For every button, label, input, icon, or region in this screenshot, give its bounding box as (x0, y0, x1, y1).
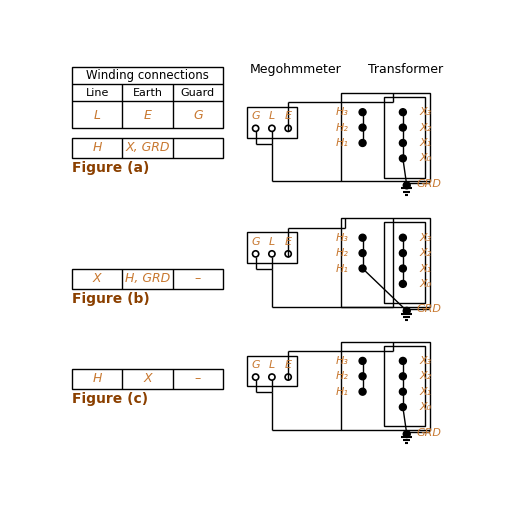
Text: Guard: Guard (181, 88, 215, 98)
Text: E: E (285, 236, 292, 246)
Text: X₃: X₃ (420, 356, 432, 366)
Circle shape (359, 124, 366, 131)
Circle shape (399, 139, 407, 146)
Text: Figure (a): Figure (a) (72, 162, 149, 175)
Circle shape (399, 124, 407, 131)
Bar (72, 137, 223, 158)
Bar (341, 342, 430, 430)
Text: H, GRD: H, GRD (125, 272, 170, 285)
Text: X: X (93, 272, 102, 285)
Text: H₂: H₂ (336, 123, 349, 133)
Text: GRD: GRD (416, 428, 441, 437)
Bar (247, 232, 298, 263)
Circle shape (399, 388, 407, 395)
Text: H₃: H₃ (336, 356, 349, 366)
Text: GRD: GRD (416, 305, 441, 314)
Bar (383, 97, 426, 178)
Circle shape (403, 182, 410, 189)
Text: E: E (285, 111, 292, 121)
Text: X, GRD: X, GRD (125, 141, 170, 154)
Text: H₂: H₂ (336, 371, 349, 381)
Text: Earth: Earth (133, 88, 163, 98)
Circle shape (399, 358, 407, 365)
Text: X₁: X₁ (420, 387, 432, 397)
Text: Figure (b): Figure (b) (72, 292, 150, 307)
Text: L: L (269, 360, 275, 370)
Circle shape (359, 139, 366, 146)
Circle shape (403, 308, 410, 314)
Text: X₀: X₀ (420, 154, 432, 164)
Text: G: G (251, 111, 260, 121)
Text: E: E (144, 109, 151, 122)
Text: X₁: X₁ (420, 264, 432, 274)
Text: E: E (285, 360, 292, 370)
Text: Megohmmeter: Megohmmeter (249, 63, 341, 76)
Bar (383, 345, 426, 426)
Text: Winding connections: Winding connections (86, 70, 209, 82)
Text: G: G (251, 360, 260, 370)
Bar (72, 67, 223, 128)
Circle shape (399, 109, 407, 116)
Text: X₂: X₂ (420, 248, 432, 258)
Circle shape (359, 265, 366, 272)
Circle shape (359, 109, 366, 116)
Circle shape (359, 388, 366, 395)
Circle shape (399, 234, 407, 241)
Text: X: X (143, 372, 152, 385)
Circle shape (399, 280, 407, 287)
Text: X₂: X₂ (420, 123, 432, 133)
Circle shape (359, 358, 366, 365)
Text: GRD: GRD (416, 179, 441, 189)
Text: –: – (195, 372, 201, 385)
Text: H₃: H₃ (336, 107, 349, 117)
Bar (341, 219, 430, 307)
Text: H: H (93, 141, 102, 154)
Text: Figure (c): Figure (c) (72, 392, 148, 407)
Circle shape (359, 249, 366, 257)
Text: L: L (94, 109, 100, 122)
Text: H: H (93, 372, 102, 385)
Text: X₂: X₂ (420, 371, 432, 381)
Text: G: G (193, 109, 203, 122)
Circle shape (359, 234, 366, 241)
Text: G: G (251, 236, 260, 246)
Circle shape (399, 403, 407, 411)
Bar (247, 107, 298, 137)
Bar (72, 269, 223, 288)
Text: –: – (195, 272, 201, 285)
Text: Line: Line (85, 88, 109, 98)
Text: X₁: X₁ (420, 138, 432, 148)
Text: X₃: X₃ (420, 233, 432, 243)
Text: X₃: X₃ (420, 107, 432, 117)
Text: H₁: H₁ (336, 387, 349, 397)
Text: H₁: H₁ (336, 138, 349, 148)
Circle shape (359, 373, 366, 380)
Text: H₁: H₁ (336, 264, 349, 274)
Bar (247, 356, 298, 386)
Text: X₀: X₀ (420, 402, 432, 412)
Bar (72, 369, 223, 389)
Circle shape (399, 249, 407, 257)
Circle shape (403, 431, 410, 437)
Text: L: L (269, 236, 275, 246)
Circle shape (399, 155, 407, 162)
Bar (383, 222, 426, 303)
Text: H₃: H₃ (336, 233, 349, 243)
Circle shape (399, 265, 407, 272)
Text: Transformer: Transformer (368, 63, 443, 76)
Bar (341, 93, 430, 181)
Text: L: L (269, 111, 275, 121)
Text: X₀: X₀ (420, 279, 432, 289)
Circle shape (399, 373, 407, 380)
Text: H₂: H₂ (336, 248, 349, 258)
